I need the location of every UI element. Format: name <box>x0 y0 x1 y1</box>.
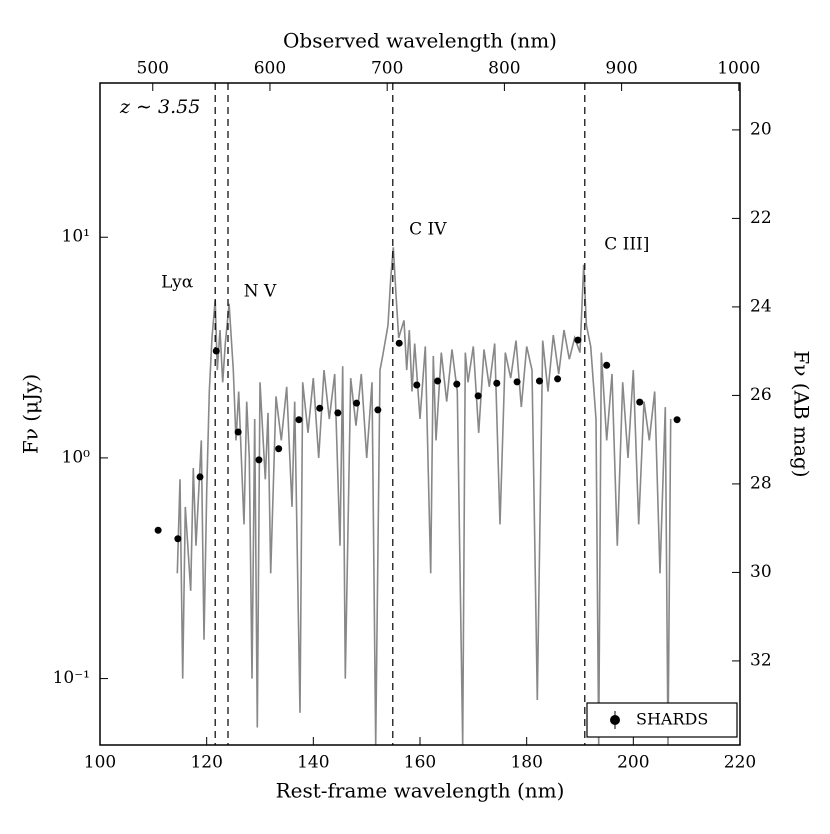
x2-tick-label: 900 <box>605 59 637 79</box>
x-tick-label: 140 <box>297 753 329 773</box>
emission-line-label: Lyα <box>161 273 194 293</box>
x2-tick-label: 700 <box>371 59 403 79</box>
y2-tick-label: 22 <box>750 208 772 228</box>
data-point <box>174 535 182 543</box>
legend-marker <box>610 715 620 725</box>
x-tick-label: 220 <box>724 753 756 773</box>
y2-tick-label: 28 <box>750 473 772 493</box>
data-point <box>453 380 461 388</box>
x-axis-label: Rest-frame wavelength (nm) <box>276 779 565 803</box>
emission-line-label: N V <box>244 282 277 302</box>
y-axis-label: Fν (μJy) <box>19 374 43 454</box>
data-point <box>434 377 442 385</box>
y2-tick-label: 30 <box>750 562 772 582</box>
y-tick-label: 10⁰ <box>62 447 91 467</box>
data-point <box>395 339 403 347</box>
annotation: z ∼ 3.55 <box>119 96 200 118</box>
data-point <box>316 404 324 412</box>
x-tick-label: 180 <box>510 753 542 773</box>
legend-label: SHARDS <box>636 710 708 729</box>
x2-tick-label: 600 <box>254 59 286 79</box>
data-point <box>413 381 421 389</box>
data-point <box>493 379 501 387</box>
spectrum-line <box>176 247 672 745</box>
emission-line-label: C III] <box>604 235 649 255</box>
data-point <box>474 392 482 400</box>
emission-line-label: C IV <box>409 220 447 240</box>
data-point <box>554 375 562 383</box>
y-tick-label: 10¹ <box>62 227 90 247</box>
x2-tick-label: 1000 <box>717 59 760 79</box>
data-point <box>535 377 543 385</box>
data-point <box>673 416 681 424</box>
data-point <box>196 473 204 481</box>
data-point <box>234 428 242 436</box>
data-point <box>374 406 382 414</box>
data-point <box>636 398 644 406</box>
data-point <box>255 456 263 464</box>
x-tick-label: 200 <box>617 753 649 773</box>
data-point <box>574 336 582 344</box>
data-point <box>275 445 283 453</box>
data-point <box>295 416 303 424</box>
y2-axis-label: Fν (AB mag) <box>790 350 814 477</box>
y-tick-label: 10⁻¹ <box>53 668 90 688</box>
x-tick-label: 100 <box>84 753 116 773</box>
plot-area <box>176 247 672 745</box>
data-point <box>154 526 162 534</box>
data-point <box>353 399 361 407</box>
y2-tick-label: 24 <box>750 296 772 316</box>
x-tick-label: 120 <box>190 753 222 773</box>
x2-axis-label: Observed wavelength (nm) <box>283 29 557 53</box>
y2-tick-label: 32 <box>750 650 772 670</box>
data-point <box>603 361 611 369</box>
x2-tick-label: 800 <box>488 59 520 79</box>
y2-tick-label: 26 <box>750 385 772 405</box>
x2-tick-label: 500 <box>137 59 169 79</box>
x-tick-label: 160 <box>404 753 436 773</box>
data-point <box>334 409 342 417</box>
data-point <box>212 347 220 355</box>
y2-tick-label: 20 <box>750 119 772 139</box>
data-point <box>513 378 521 386</box>
